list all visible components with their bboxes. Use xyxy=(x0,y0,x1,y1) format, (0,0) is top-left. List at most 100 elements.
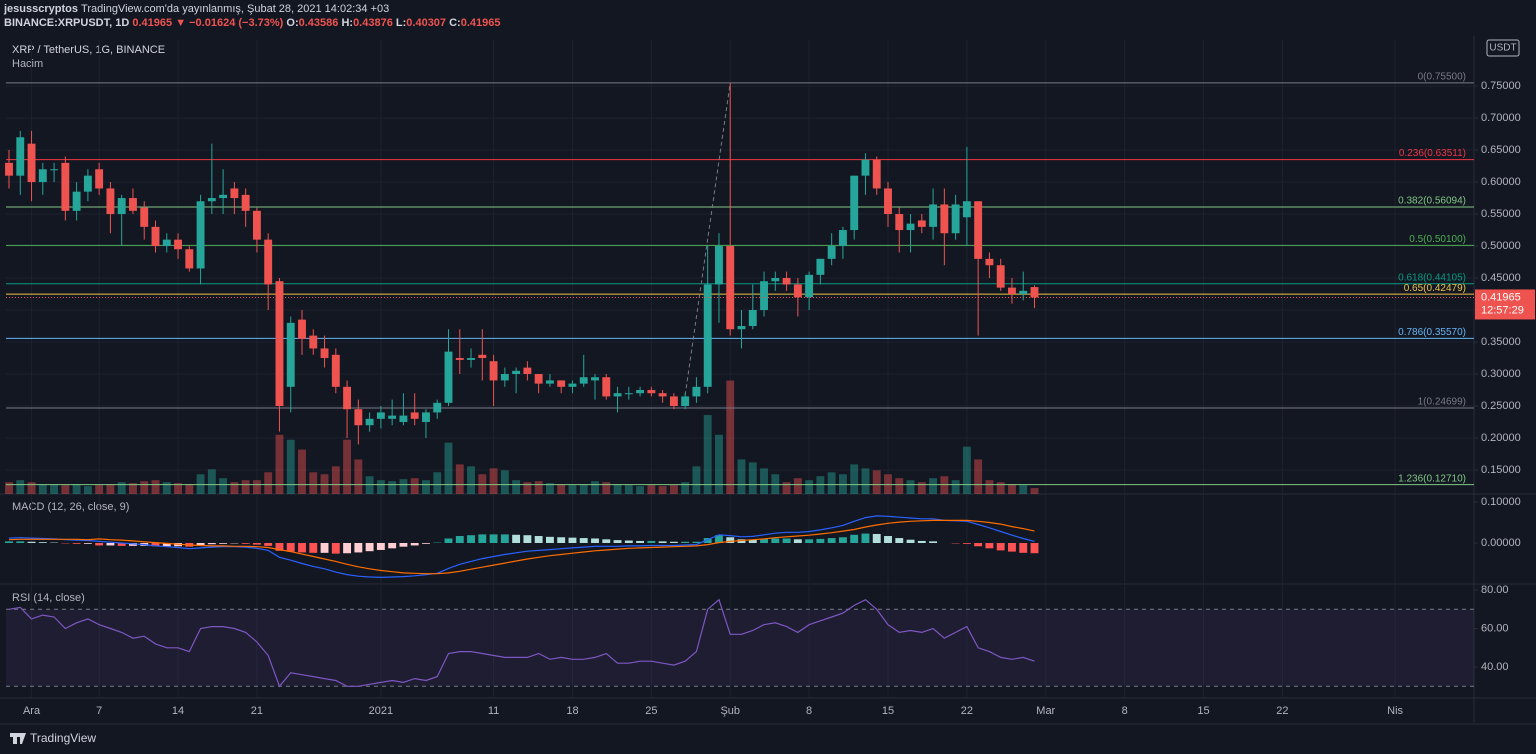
candle-body xyxy=(669,396,678,407)
candle-body xyxy=(320,348,329,359)
volume-bar xyxy=(298,449,306,494)
volume-bar xyxy=(500,470,509,494)
candle-body xyxy=(50,169,59,171)
fib-label: 0.382(0.56094) xyxy=(1398,196,1466,207)
macd-histogram-bar xyxy=(106,542,115,546)
volume-bar xyxy=(557,484,566,494)
volume-bar xyxy=(354,459,363,494)
macd-histogram-bar xyxy=(298,542,306,553)
macd-histogram-bar xyxy=(320,542,329,553)
volume-bar xyxy=(219,478,228,494)
candle-body xyxy=(38,169,47,183)
author: jesusscryptos xyxy=(4,3,78,15)
candle-body xyxy=(399,415,408,423)
volume-bar xyxy=(388,481,397,494)
y-tick-label: 0.55000 xyxy=(1481,208,1521,220)
volume-bar xyxy=(151,480,160,494)
volume-bar xyxy=(861,468,870,494)
candle-body xyxy=(647,390,656,394)
volume-bar xyxy=(737,459,746,494)
x-tick-label: 22 xyxy=(1276,705,1288,717)
macd-histogram-bar xyxy=(726,537,735,543)
candle-body xyxy=(467,358,475,360)
macd-histogram-bar xyxy=(162,542,171,547)
volume-bar xyxy=(196,474,205,494)
chart-title: XRP / TetherUS, 1G, BINANCE xyxy=(12,44,165,56)
macd-histogram-bar xyxy=(354,542,363,553)
candle-body xyxy=(489,361,498,381)
volume-bar xyxy=(1019,485,1028,494)
ohlc-label: L: xyxy=(395,17,407,29)
y-tick-label: 0.00000 xyxy=(1481,537,1521,549)
macd-histogram-bar xyxy=(838,537,847,543)
ohlc-label: O: xyxy=(286,17,299,29)
candle-body xyxy=(624,393,633,395)
macd-histogram-bar xyxy=(793,539,802,543)
ohlc-value: 0.43876 xyxy=(353,17,393,29)
macd-histogram-bar xyxy=(523,535,532,543)
candle-body xyxy=(940,204,949,234)
macd-histogram-bar xyxy=(906,539,915,543)
volume-bar xyxy=(748,462,757,494)
macd-histogram-bar xyxy=(241,542,250,544)
macd-histogram-bar xyxy=(771,538,780,543)
macd-histogram-bar xyxy=(219,542,228,544)
volume-bar xyxy=(343,439,352,494)
macd-histogram-bar xyxy=(365,542,374,552)
macd-histogram-bar xyxy=(117,542,126,546)
candle-body xyxy=(241,194,250,211)
volume-bar xyxy=(647,485,656,494)
candle-body xyxy=(1019,290,1028,295)
volume-bar xyxy=(95,485,104,494)
volume-bar xyxy=(985,480,994,494)
candle-body xyxy=(591,377,599,381)
volume-bar xyxy=(286,439,295,494)
candle-body xyxy=(444,351,453,403)
symbol: BINANCE:XRPUSDT, 1D xyxy=(4,17,130,29)
x-tick-label: 25 xyxy=(645,705,657,717)
volume-bar xyxy=(715,434,723,494)
volume-bar xyxy=(320,474,329,494)
x-tick-label: 2021 xyxy=(369,705,393,717)
volume-bar xyxy=(376,480,385,494)
macd-histogram-bar xyxy=(196,542,205,546)
macd-histogram-bar xyxy=(376,542,385,550)
macd-histogram-bar xyxy=(929,541,938,543)
volume-bar xyxy=(523,482,532,494)
volume-bar xyxy=(624,485,633,494)
volume-bar xyxy=(174,483,182,494)
fib-label: 0.618(0.44105) xyxy=(1398,272,1466,283)
candle-body xyxy=(929,204,938,227)
volume-bar xyxy=(117,482,126,494)
candle-body xyxy=(816,258,825,275)
volume-bar xyxy=(906,480,915,494)
candle-body xyxy=(185,249,194,269)
macd-histogram-bar xyxy=(917,540,926,543)
macd-histogram-bar xyxy=(658,541,667,543)
candle-body xyxy=(974,201,983,259)
candle-body xyxy=(500,374,509,381)
macd-histogram-bar xyxy=(38,542,47,543)
trend-line xyxy=(684,82,731,396)
macd-histogram-bar xyxy=(467,535,475,543)
y-tick-label: 0.30000 xyxy=(1481,368,1521,380)
macd-histogram-bar xyxy=(737,539,746,543)
volume-bar xyxy=(613,484,622,494)
candle-body xyxy=(985,258,994,266)
volume-bar xyxy=(579,484,588,494)
macd-histogram-bar xyxy=(455,536,464,543)
volume-bar xyxy=(534,481,543,494)
volume-bar xyxy=(884,474,892,494)
candle-body xyxy=(737,326,746,330)
candle-body xyxy=(309,335,318,349)
macd-histogram-bar xyxy=(286,542,295,552)
volume-bar xyxy=(838,474,847,494)
volume-bar xyxy=(129,483,137,494)
volume-bar xyxy=(50,484,59,494)
volume-bar xyxy=(962,446,971,494)
candle-body xyxy=(72,191,81,211)
volume-bar xyxy=(929,478,938,494)
candle-body xyxy=(16,137,25,176)
macd-histogram-bar xyxy=(884,536,892,543)
macd-histogram-bar xyxy=(83,542,92,544)
